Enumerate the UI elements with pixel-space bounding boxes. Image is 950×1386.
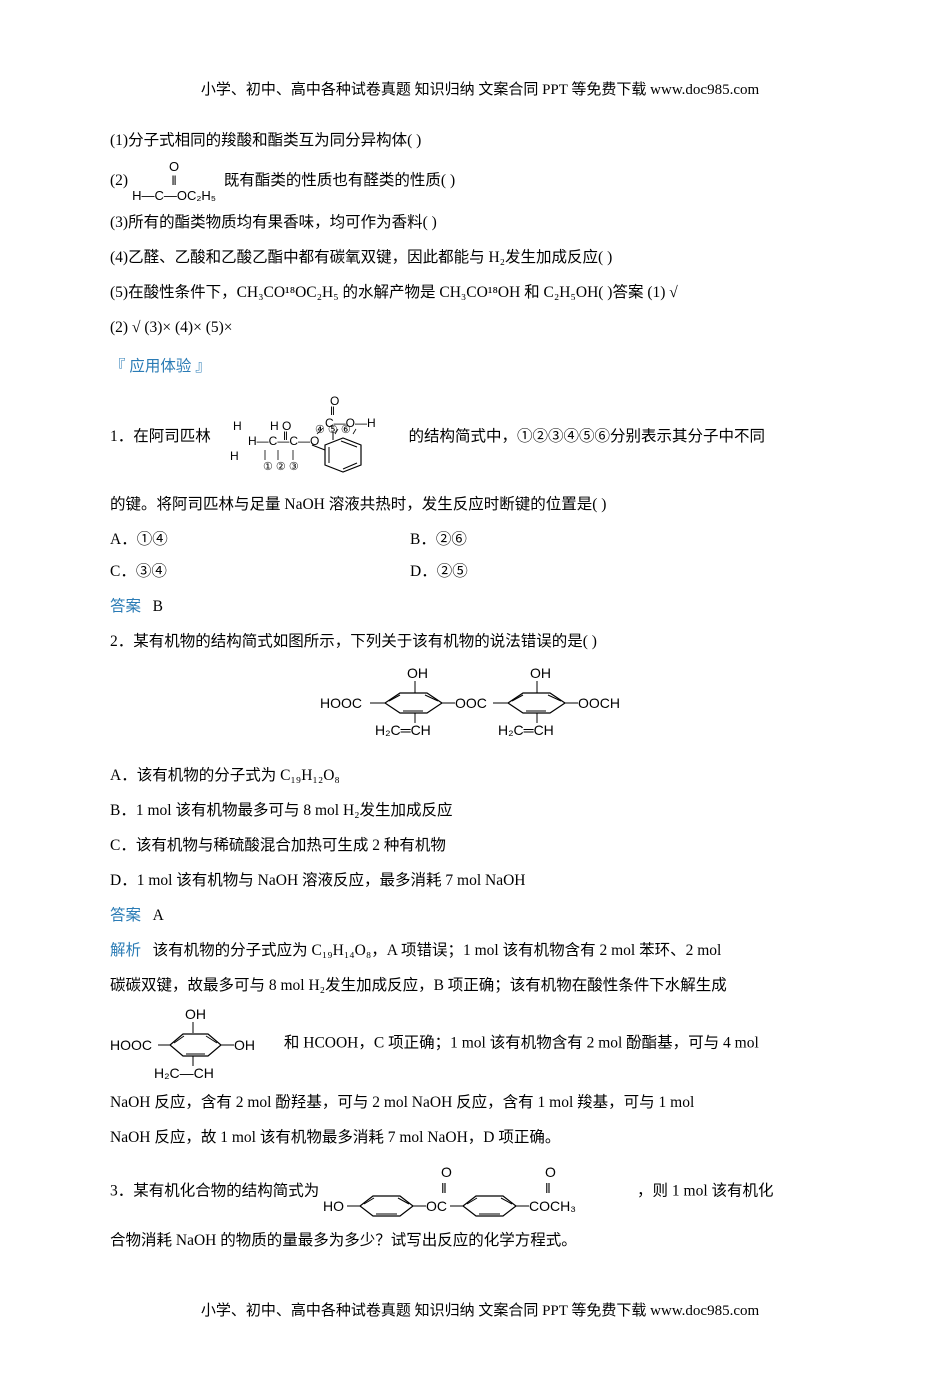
text: 该有机物的分子式应为 C₁₉H₁₄O₈，A 项错误；1 mol 该有机物含有 2… [153,942,722,959]
svg-text:HO: HO [323,1198,344,1214]
option-d: D．②⑤ [410,556,468,587]
explanation-line1: 解析 该有机物的分子式应为 C₁₉H₁₄O₈，A 项错误；1 mol 该有机物含… [110,935,850,966]
svg-text:H: H [233,419,242,433]
statement-4: (4)乙醛、乙酸和乙酸乙酯中都有碳氧双键，因此都能与 H₂发生加成反应( ) [110,242,850,273]
option-a: A．①④ [110,524,410,555]
svg-text:OH: OH [234,1037,255,1053]
explanation-line2: 碳碳双键，故最多可与 8 mol H₂发生加成反应，B 项正确；该有机物在酸性条… [110,970,850,1001]
option-c: C．③④ [110,556,410,587]
svg-text:H: H [230,449,239,463]
answer-value: A [153,907,164,924]
problem-3-line2: 合物消耗 NaOH 的物质的量最多为多少？试写出反应的化学方程式。 [110,1225,850,1256]
svg-text:OH: OH [407,665,428,681]
statement-2: (2) O ‖ H—C—OC₂H₅ 既有酯类的性质也有醛类的性质( ) [110,160,850,203]
o-label: O [169,159,179,174]
svg-text:① ② ③: ① ② ③ [263,461,299,473]
statement-5-answers: (2) √ (3)× (4)× (5)× [110,312,850,343]
svg-text:H₂C—CH: H₂C—CH [154,1065,214,1081]
svg-text:‖: ‖ [441,1180,447,1196]
problem-3-structure: HO OC O ‖ O ‖ COCH₃ [323,1163,633,1221]
problem-1-options-row2: C．③④ D．②⑤ [110,556,850,587]
problem-3-line1: 3．某有机化合物的结构简式为 HO OC O ‖ [110,1163,850,1221]
svg-text:HOOC: HOOC [110,1037,152,1053]
svg-text:O: O [441,1164,452,1180]
explanation-line4: NaOH 反应，含有 2 mol 酚羟基，可与 2 mol NaOH 反应，含有… [110,1087,850,1118]
explanation-label: 解析 [110,942,141,959]
text: 1．在阿司匹林 [110,428,211,445]
svg-text:OH: OH [530,665,551,681]
problem-1-options-row1: A．①④ B．②⑥ [110,524,850,555]
statement-5: (5)在酸性条件下，CH₃CO¹⁸OC₂H₅ 的水解产物是 CH₃CO¹⁸OH … [110,277,850,308]
section-apply-title: 『 应用体验 』 [110,351,850,382]
svg-text:‖: ‖ [283,429,288,443]
problem-1-line1: 1．在阿司匹林 H H H—C—C—O H O ‖ ① ② ③ O ‖ C—O—… [110,390,850,485]
problem-2-stem: 2．某有机物的结构简式如图所示，下列关于该有机物的说法错误的是( ) [110,626,850,657]
problem-2-option-a: A．该有机物的分子式为 C₁₉H₁₂O₈ [110,760,850,791]
svg-text:H₂C═CH: H₂C═CH [375,722,431,738]
page-footer: 小学、初中、高中各种试卷真题 知识归纳 文案合同 PPT 等免费下载 www.d… [110,1296,850,1326]
problem-1-answer: 答案 B [110,591,850,622]
double-bond: ‖ [171,173,176,188]
document-page: 小学、初中、高中各种试卷真题 知识归纳 文案合同 PPT 等免费下载 www.d… [0,0,950,1386]
option-b: B．②⑥ [410,524,467,555]
text: 3．某有机化合物的结构简式为 [110,1182,319,1199]
problem-2-option-b: B．1 mol 该有机物最多可与 8 mol H₂发生加成反应 [110,795,850,826]
svg-text:COCH₃: COCH₃ [529,1198,576,1214]
formula-hcooc2h5: O ‖ H—C—OC₂H₅ [132,160,216,203]
svg-text:H₂C═CH: H₂C═CH [498,722,554,738]
explanation-line3: OH HOOC OH H₂C—CH 和 HCOOH，C 项正确；1 mol 该有… [110,1005,850,1083]
svg-text:O: O [545,1164,556,1180]
answer-label: 答案 [110,907,141,924]
problem-2-answer: 答案 A [110,900,850,931]
text: (2) [110,172,128,189]
svg-text:HOOC: HOOC [320,695,362,711]
problem-2-option-d: D．1 mol 该有机物与 NaOH 溶液反应，最多消耗 7 mol NaOH [110,865,850,896]
svg-text:H O: H O [270,419,291,433]
text: 的结构简式中，①②③④⑤⑥分别表示其分子中不同 [409,428,766,445]
problem-2-structure-wrap: OH OH HOOC OOC OOCH [110,663,850,754]
chain: H—C—OC₂H₅ [132,188,216,203]
problem-1-line2: 的键。将阿司匹林与足量 NaOH 溶液共热时，发生反应时断键的位置是( ) [110,489,850,520]
statement-1: (1)分子式相同的羧酸和酯类互为同分异构体( ) [110,125,850,156]
text: ，则 1 mol 该有机化 [637,1182,774,1199]
problem-2-option-c: C．该有机物与稀硫酸混合加热可生成 2 种有机物 [110,830,850,861]
svg-text:‖: ‖ [545,1180,551,1196]
answer-label: 答案 [110,598,141,615]
explanation-line5: NaOH 反应，故 1 mol 该有机物最多消耗 7 mol NaOH，D 项正… [110,1122,850,1153]
answer-value: B [153,598,163,615]
svg-text:OOCH: OOCH [578,695,620,711]
aspirin-structure: H H H—C—C—O H O ‖ ① ② ③ O ‖ C—O—H ④ ⑤ ⑥ [215,390,405,485]
problem-2-structure: OH OH HOOC OOC OOCH [315,663,645,743]
svg-text:OH: OH [185,1006,206,1022]
text: 和 HCOOH，C 项正确；1 mol 该有机物含有 2 mol 酚酯基，可与 … [284,1034,759,1051]
text: 既有酯类的性质也有醛类的性质( ) [220,172,455,189]
statement-3: (3)所有的酯类物质均有果香味，均可作为香料( ) [110,207,850,238]
svg-text:OC: OC [426,1198,447,1214]
explanation-structure: OH HOOC OH H₂C—CH [110,1005,280,1083]
page-header: 小学、初中、高中各种试卷真题 知识归纳 文案合同 PPT 等免费下载 www.d… [110,75,850,105]
svg-text:OOC: OOC [455,695,487,711]
